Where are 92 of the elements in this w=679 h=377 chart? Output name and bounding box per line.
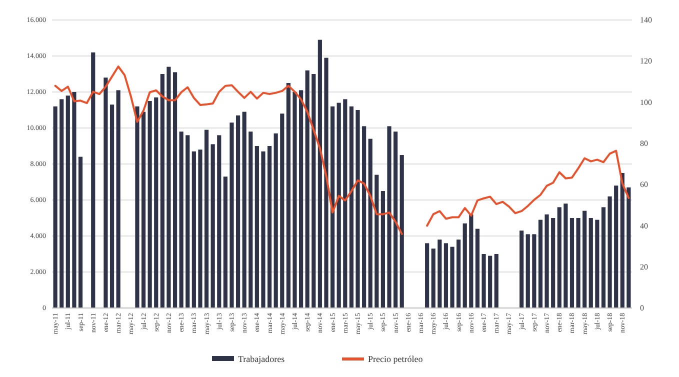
bar bbox=[179, 132, 184, 308]
bar bbox=[312, 74, 316, 308]
bar bbox=[469, 214, 474, 308]
bar bbox=[186, 135, 190, 308]
bar bbox=[192, 151, 196, 308]
bar bbox=[544, 214, 549, 308]
bar bbox=[380, 191, 386, 308]
bar bbox=[223, 176, 228, 308]
bar bbox=[374, 174, 379, 308]
bar bbox=[356, 110, 360, 308]
bar bbox=[292, 92, 297, 308]
bar bbox=[570, 218, 574, 308]
bar bbox=[318, 40, 322, 308]
bar bbox=[582, 210, 587, 308]
bar bbox=[172, 72, 178, 308]
bar bbox=[362, 126, 366, 308]
bar bbox=[298, 90, 304, 308]
bar bbox=[286, 83, 290, 308]
bar bbox=[166, 66, 171, 308]
bar bbox=[78, 156, 83, 308]
bar bbox=[614, 186, 618, 308]
bar bbox=[274, 133, 278, 308]
bar bbox=[210, 144, 215, 308]
bar bbox=[394, 132, 398, 308]
y2-tick-label: 80 bbox=[640, 138, 648, 148]
y2-tick-label: 0 bbox=[640, 304, 644, 313]
bar bbox=[425, 243, 430, 308]
bar bbox=[324, 58, 328, 308]
bar bbox=[551, 218, 556, 308]
bar bbox=[475, 228, 480, 308]
bar bbox=[576, 218, 580, 308]
bar bbox=[53, 106, 58, 308]
bar bbox=[141, 112, 146, 308]
bar bbox=[595, 220, 600, 308]
bar bbox=[230, 122, 234, 308]
y2-tick-label: 40 bbox=[640, 221, 648, 230]
bar bbox=[242, 112, 246, 308]
bar bbox=[330, 106, 335, 308]
legend-label: Trabajadores bbox=[238, 354, 286, 364]
bar bbox=[305, 70, 310, 308]
y2-tick-label: 100 bbox=[640, 98, 652, 107]
bar bbox=[444, 243, 448, 308]
bar bbox=[66, 96, 70, 308]
bar bbox=[601, 207, 606, 308]
bar bbox=[557, 207, 562, 308]
bar bbox=[456, 240, 461, 308]
bar bbox=[91, 52, 96, 308]
bar bbox=[254, 146, 259, 308]
y2-tick-label: 140 bbox=[640, 16, 652, 25]
bar bbox=[620, 173, 624, 308]
y2-tick-label: 20 bbox=[640, 262, 648, 272]
bar bbox=[520, 230, 524, 308]
bar bbox=[72, 92, 76, 308]
bar bbox=[608, 196, 612, 308]
bar bbox=[217, 135, 222, 308]
bar bbox=[494, 254, 498, 308]
bar bbox=[248, 132, 253, 308]
bar bbox=[236, 115, 240, 308]
bar bbox=[148, 101, 152, 308]
bar bbox=[462, 223, 467, 308]
bar bbox=[450, 246, 454, 308]
bar bbox=[564, 204, 568, 308]
bar bbox=[431, 248, 436, 308]
bar bbox=[400, 155, 404, 308]
bar bbox=[626, 187, 631, 308]
bar bbox=[198, 150, 202, 308]
bar bbox=[438, 240, 442, 308]
bar bbox=[387, 126, 392, 308]
bar bbox=[280, 114, 284, 308]
bar bbox=[368, 138, 372, 308]
y2-tick-label: 60 bbox=[640, 180, 648, 190]
bar bbox=[538, 220, 543, 308]
bar bbox=[135, 106, 140, 308]
bar bbox=[261, 151, 266, 308]
bar bbox=[60, 99, 64, 308]
bar bbox=[160, 74, 164, 308]
bar bbox=[336, 102, 341, 308]
bar bbox=[110, 104, 114, 308]
bar bbox=[116, 90, 120, 308]
bar bbox=[532, 234, 536, 308]
bar bbox=[482, 254, 486, 308]
legend-label: Precio petróleo bbox=[368, 354, 424, 364]
bar bbox=[267, 146, 272, 308]
bar bbox=[104, 78, 108, 308]
bar bbox=[526, 234, 530, 308]
bar bbox=[349, 106, 354, 308]
bar bbox=[204, 130, 209, 308]
bar bbox=[588, 218, 593, 308]
bar bbox=[154, 97, 158, 308]
bar bbox=[343, 99, 348, 308]
y2-tick-label: 120 bbox=[640, 56, 652, 66]
bar bbox=[488, 256, 492, 308]
